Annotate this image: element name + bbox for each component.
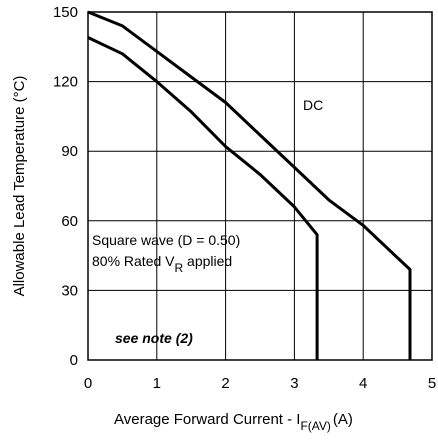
y-tick-label: 90 xyxy=(61,143,78,160)
x-tick-label: 2 xyxy=(221,375,229,392)
rated-vr-label: 80% Rated VR applied xyxy=(92,253,232,275)
x-tick-label: 1 xyxy=(153,375,161,392)
dc-label: DC xyxy=(303,97,323,113)
y-tick-label: 60 xyxy=(61,213,78,230)
square-wave-curve xyxy=(87,36,319,360)
x-tick-label: 5 xyxy=(428,375,436,392)
see-note-label: see note (2) xyxy=(115,330,193,346)
x-axis-label: Average Forward Current - IF(AV) (A) xyxy=(114,411,353,433)
y-tick-labels: 0 30 60 90 120 150 xyxy=(53,4,78,369)
y-tick-label: 150 xyxy=(53,4,78,21)
x-tick-label: 0 xyxy=(84,375,92,392)
y-tick-label: 0 xyxy=(70,352,78,369)
square-wave-label: Square wave (D = 0.50) xyxy=(92,232,240,248)
plot-frame xyxy=(87,11,433,361)
dc-curve xyxy=(87,10,412,360)
y-axis-label: Allowable Lead Temperature (°C) xyxy=(11,76,28,297)
y-tick-label: 120 xyxy=(53,74,78,91)
x-tick-label: 3 xyxy=(290,375,298,392)
y-tick-label: 30 xyxy=(61,282,78,299)
x-tick-label: 4 xyxy=(359,375,367,392)
curves xyxy=(87,10,412,360)
x-tick-labels: 0 1 2 3 4 5 xyxy=(84,375,436,392)
grid xyxy=(88,12,432,360)
